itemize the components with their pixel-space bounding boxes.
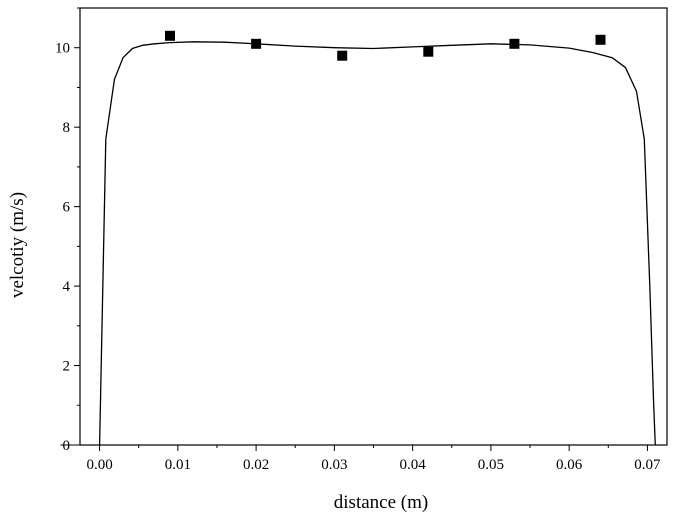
y-axis-label: velcotiy (m/s) <box>7 192 28 298</box>
x-tick-label: 0.03 <box>321 457 347 473</box>
velocity-profile-line <box>98 41 656 446</box>
x-tick-label: 0.02 <box>243 457 269 473</box>
measured-point <box>251 38 262 49</box>
measured-point <box>509 38 520 49</box>
x-tick-label: 0.01 <box>165 457 191 473</box>
plot-frame <box>79 7 668 446</box>
measured-point <box>423 46 434 57</box>
x-tick-label: 0.06 <box>556 457 583 473</box>
x-axis-label: distance (m) <box>334 492 428 513</box>
plot-area <box>98 30 656 446</box>
x-tick-label: 0.04 <box>400 457 427 473</box>
y-tick-label: 8 <box>63 120 71 136</box>
x-tick-label: 0.05 <box>478 457 504 473</box>
y-ticks: 0 2 4 6 8 10 <box>55 7 80 454</box>
x-ticks: 0.00 0.01 0.02 0.03 0.04 0.05 0.06 0.07 <box>60 444 661 473</box>
measured-point <box>337 50 348 61</box>
x-tick-label: 0.00 <box>86 457 112 473</box>
measured-point <box>165 30 175 41</box>
y-tick-label: 6 <box>63 200 71 216</box>
y-tick-label: 10 <box>55 41 70 57</box>
y-tick-label: 4 <box>63 279 71 295</box>
axes <box>79 7 668 446</box>
y-tick-label: 0 <box>63 438 71 454</box>
measured-point <box>595 34 606 45</box>
y-tick-label: 2 <box>63 359 71 375</box>
x-tick-label: 0.07 <box>634 457 661 473</box>
